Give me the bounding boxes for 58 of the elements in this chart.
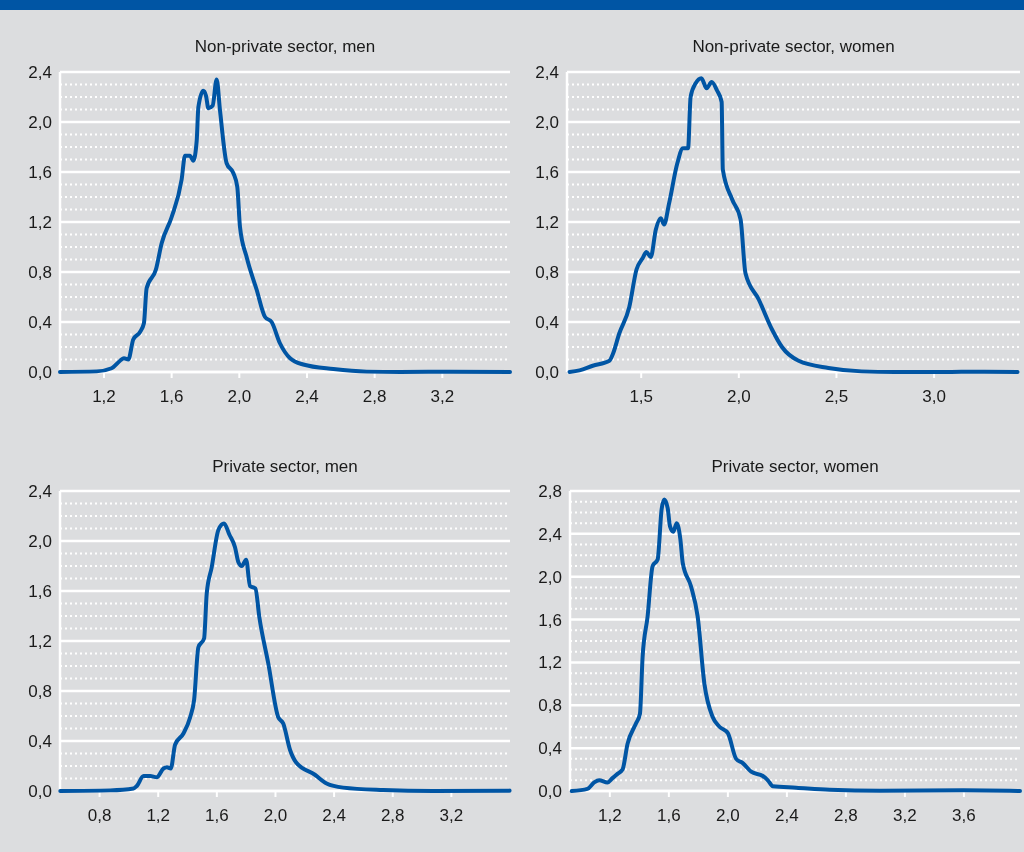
y-tick-label: 0,8 bbox=[28, 262, 52, 282]
x-tick-label: 3,0 bbox=[922, 387, 946, 406]
x-tick-label: 2,0 bbox=[227, 387, 252, 406]
x-tick-label: 3,2 bbox=[430, 387, 455, 406]
y-tick-label: 0,0 bbox=[28, 362, 52, 382]
y-tick-label: 2,0 bbox=[535, 112, 559, 132]
y-tick-label: 0,8 bbox=[538, 696, 562, 716]
y-tick-label: 1,2 bbox=[28, 631, 52, 651]
x-tick-label: 3,2 bbox=[439, 806, 464, 825]
y-tick-label: 1,6 bbox=[28, 162, 52, 182]
x-tick-label: 2,0 bbox=[727, 387, 751, 406]
x-tick-label: 3,6 bbox=[952, 806, 976, 825]
x-tick-label: 2,4 bbox=[322, 806, 346, 825]
x-tick-label: 1,2 bbox=[146, 806, 171, 825]
y-tick-label: 2,0 bbox=[28, 112, 52, 132]
x-tick-label: 2,0 bbox=[263, 806, 288, 825]
y-tick-label: 0,4 bbox=[28, 731, 52, 751]
x-tick-label: 2,0 bbox=[716, 806, 740, 825]
y-tick-label: 2,4 bbox=[28, 62, 52, 82]
y-tick-label: 2,0 bbox=[28, 531, 52, 551]
x-tick-label: 1,6 bbox=[159, 387, 184, 406]
y-tick-label: 0,4 bbox=[535, 312, 559, 332]
x-tick-label: 2,4 bbox=[775, 806, 799, 825]
x-tick-label: 2,5 bbox=[824, 387, 849, 406]
x-tick-label: 1,6 bbox=[205, 806, 229, 825]
x-tick-label: 0,8 bbox=[87, 806, 112, 825]
x-tick-label: 2,8 bbox=[380, 806, 405, 825]
y-tick-label: 1,2 bbox=[538, 653, 562, 673]
y-tick-label: 0,0 bbox=[538, 781, 562, 801]
x-tick-label: 1,2 bbox=[598, 806, 622, 825]
y-tick-label: 0,0 bbox=[535, 362, 559, 382]
x-tick-label: 2,4 bbox=[295, 387, 319, 406]
x-tick-label: 1,5 bbox=[629, 387, 654, 406]
y-tick-label: 0,4 bbox=[538, 739, 562, 759]
y-tick-label: 2,4 bbox=[28, 481, 52, 501]
y-tick-label: 1,6 bbox=[535, 162, 559, 182]
y-tick-label: 2,4 bbox=[538, 524, 562, 544]
y-tick-label: 0,8 bbox=[535, 262, 559, 282]
y-tick-label: 0,0 bbox=[28, 781, 52, 801]
y-tick-label: 1,2 bbox=[535, 212, 559, 232]
y-tick-label: 0,4 bbox=[28, 312, 52, 332]
x-tick-label: 1,6 bbox=[657, 806, 681, 825]
y-tick-label: 1,6 bbox=[538, 610, 562, 630]
y-tick-label: 2,4 bbox=[535, 62, 559, 82]
chart-title: Private sector, men bbox=[212, 457, 358, 476]
y-tick-label: 0,8 bbox=[28, 681, 52, 701]
line-series bbox=[567, 76, 1020, 374]
chart-title: Non-private sector, women bbox=[692, 37, 895, 56]
x-tick-label: 2,8 bbox=[362, 387, 387, 406]
x-tick-label: 2,8 bbox=[834, 806, 858, 825]
y-tick-label: 2,8 bbox=[538, 481, 562, 501]
y-tick-label: 2,0 bbox=[538, 567, 562, 587]
y-tick-label: 1,2 bbox=[28, 212, 52, 232]
x-tick-label: 1,2 bbox=[92, 387, 116, 406]
x-tick-label: 3,2 bbox=[893, 806, 917, 825]
chart-title: Private sector, women bbox=[711, 457, 879, 476]
y-tick-label: 1,6 bbox=[28, 581, 52, 601]
chart-title: Non-private sector, men bbox=[194, 37, 376, 56]
